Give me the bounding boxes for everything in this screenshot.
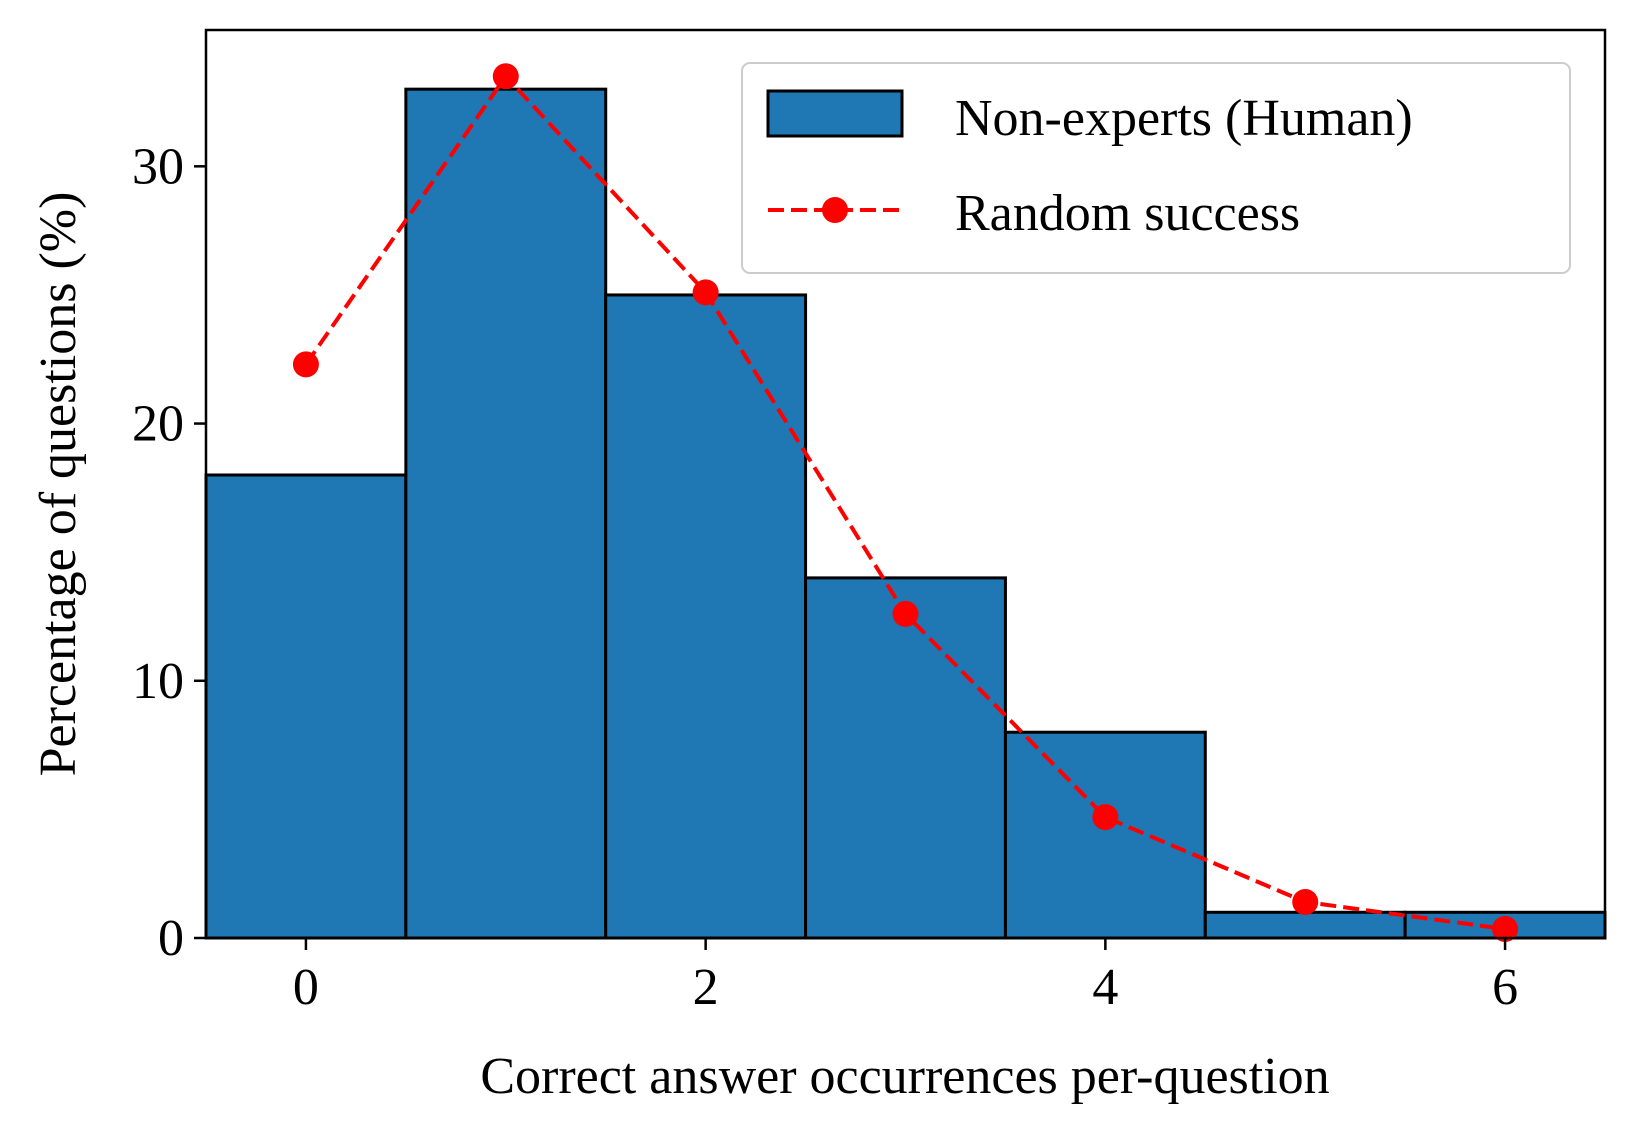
random-success-point xyxy=(692,279,719,306)
histogram-bar xyxy=(804,576,1007,940)
random-success-point xyxy=(292,351,319,378)
plot-frame xyxy=(204,28,1607,940)
random-success-point xyxy=(892,600,919,627)
random-success-point xyxy=(492,63,519,90)
random-success-point xyxy=(1492,915,1519,942)
legend-label-bars: Non-experts (Human) xyxy=(955,90,1413,147)
legend: Non-experts (Human) Random success xyxy=(741,62,1571,274)
x-axis-label: Correct answer occurrences per-question xyxy=(480,1048,1329,1105)
legend-box xyxy=(741,62,1571,274)
histogram-bar xyxy=(1203,910,1407,940)
legend-label-line: Random success xyxy=(955,185,1300,242)
y-axis-label: Percentage of questions (%) xyxy=(30,192,87,777)
y-tick-label: 20 xyxy=(132,396,184,453)
x-tick-label: 4 xyxy=(1092,959,1118,1016)
axes: 0 2 4 6 0 10 20 30 xyxy=(132,28,1607,1016)
legend-swatch-marker xyxy=(822,197,848,223)
plot-area xyxy=(204,63,1607,942)
y-tick-label: 10 xyxy=(132,653,184,710)
histogram-bar xyxy=(1003,730,1207,940)
histogram-bar xyxy=(404,87,608,940)
x-tick-label: 0 xyxy=(293,959,319,1016)
y-tick-label: 0 xyxy=(158,910,184,967)
histogram-bar xyxy=(204,473,408,940)
random-success-point xyxy=(1092,804,1119,831)
x-tick-label: 2 xyxy=(693,959,719,1016)
x-tick-label: 6 xyxy=(1492,959,1518,1016)
histogram-bar xyxy=(604,293,808,940)
random-success-point xyxy=(1292,888,1319,915)
y-tick-label: 30 xyxy=(132,138,184,195)
legend-swatch-bars xyxy=(766,89,904,138)
